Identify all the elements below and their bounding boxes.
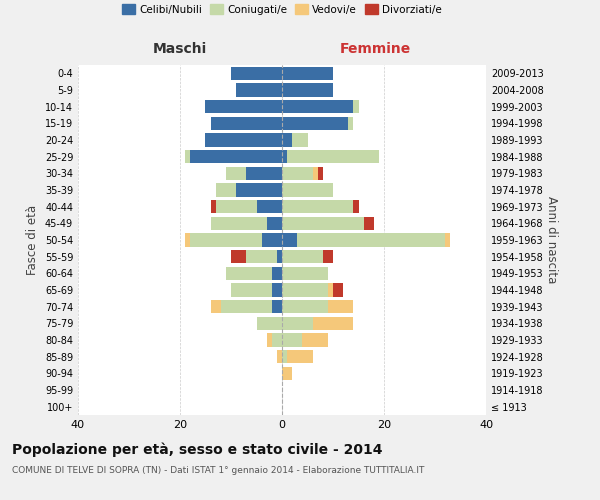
Bar — [211, 216, 267, 230]
Bar — [206, 100, 282, 114]
Bar — [185, 150, 190, 164]
Bar — [353, 200, 359, 213]
Bar — [211, 300, 221, 314]
Bar — [282, 134, 292, 146]
Bar — [211, 200, 216, 213]
Bar — [353, 100, 359, 114]
Bar — [262, 234, 282, 246]
Text: COMUNE DI TELVE DI SOPRA (TN) - Dati ISTAT 1° gennaio 2014 - Elaborazione TUTTIT: COMUNE DI TELVE DI SOPRA (TN) - Dati IST… — [12, 466, 424, 475]
Text: Maschi: Maschi — [153, 42, 207, 56]
Bar — [272, 334, 282, 346]
Bar — [247, 166, 282, 180]
Bar — [257, 316, 282, 330]
Bar — [226, 166, 247, 180]
Bar — [272, 300, 282, 314]
Bar — [282, 66, 333, 80]
Bar — [333, 284, 343, 296]
Bar — [282, 266, 328, 280]
Bar — [216, 200, 257, 213]
Bar — [190, 234, 262, 246]
Bar — [231, 66, 282, 80]
Bar — [282, 150, 287, 164]
Bar — [282, 216, 364, 230]
Y-axis label: Anni di nascita: Anni di nascita — [545, 196, 557, 284]
Bar — [282, 284, 328, 296]
Bar — [206, 134, 282, 146]
Bar — [328, 284, 333, 296]
Bar — [277, 350, 282, 364]
Bar — [282, 316, 313, 330]
Bar — [267, 216, 282, 230]
Bar — [313, 316, 353, 330]
Bar — [211, 116, 282, 130]
Y-axis label: Fasce di età: Fasce di età — [26, 205, 39, 275]
Bar — [282, 100, 353, 114]
Bar — [236, 184, 282, 196]
Text: Femmine: Femmine — [340, 42, 410, 56]
Bar — [231, 284, 272, 296]
Bar — [302, 334, 328, 346]
Bar — [323, 250, 333, 264]
Bar — [287, 150, 379, 164]
Bar — [298, 234, 445, 246]
Bar — [272, 284, 282, 296]
Bar — [282, 84, 333, 96]
Bar — [349, 116, 353, 130]
Bar — [282, 366, 292, 380]
Bar — [216, 184, 236, 196]
Bar — [287, 350, 313, 364]
Bar — [282, 200, 353, 213]
Bar — [282, 234, 298, 246]
Bar — [190, 150, 282, 164]
Bar — [231, 250, 247, 264]
Bar — [364, 216, 374, 230]
Bar — [282, 116, 349, 130]
Bar — [221, 300, 272, 314]
Bar — [185, 234, 190, 246]
Bar — [282, 350, 287, 364]
Bar — [445, 234, 451, 246]
Legend: Celibi/Nubili, Coniugati/e, Vedovi/e, Divorziati/e: Celibi/Nubili, Coniugati/e, Vedovi/e, Di… — [118, 0, 446, 19]
Bar — [272, 266, 282, 280]
Bar — [282, 250, 323, 264]
Bar — [282, 184, 333, 196]
Bar — [247, 250, 277, 264]
Bar — [236, 84, 282, 96]
Bar — [282, 300, 328, 314]
Bar — [277, 250, 282, 264]
Bar — [292, 134, 308, 146]
Text: Popolazione per età, sesso e stato civile - 2014: Popolazione per età, sesso e stato civil… — [12, 442, 383, 457]
Bar — [328, 300, 353, 314]
Bar — [313, 166, 318, 180]
Bar — [257, 200, 282, 213]
Bar — [282, 166, 313, 180]
Bar — [318, 166, 323, 180]
Bar — [226, 266, 272, 280]
Bar — [267, 334, 272, 346]
Bar — [282, 334, 302, 346]
